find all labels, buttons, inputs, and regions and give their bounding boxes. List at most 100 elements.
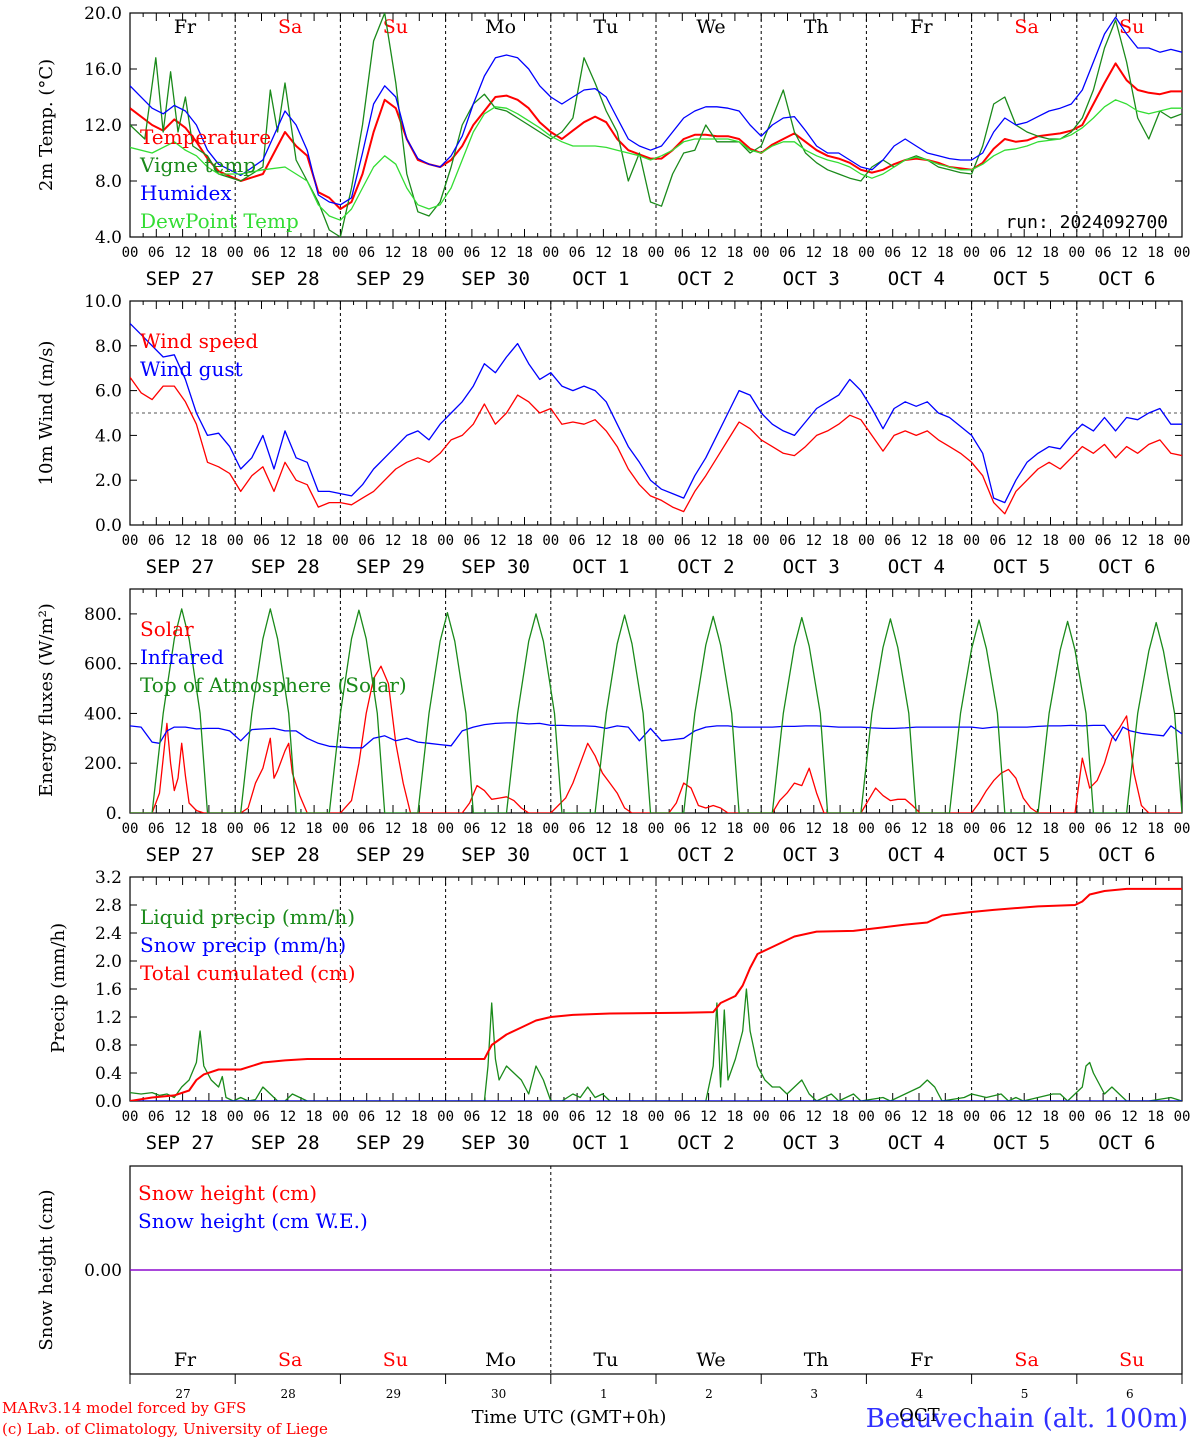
hour-tick-label: 06 bbox=[463, 821, 480, 837]
hour-tick-label: 06 bbox=[1095, 533, 1112, 549]
hour-tick-label: 00 bbox=[437, 245, 454, 261]
hour-tick-label: 06 bbox=[463, 245, 480, 261]
hour-tick-label: 12 bbox=[490, 533, 507, 549]
hour-tick-label: 00 bbox=[753, 245, 770, 261]
hour-tick-label: 12 bbox=[385, 533, 402, 549]
hour-tick-label: 00 bbox=[753, 1109, 770, 1125]
hour-tick-label: 12 bbox=[1016, 1109, 1033, 1125]
series-line-red bbox=[130, 62, 1182, 210]
day-number-label: 3 bbox=[810, 1387, 818, 1401]
y-tick-label: 8.0 bbox=[95, 172, 122, 192]
hour-tick-label: 18 bbox=[726, 245, 743, 261]
y-tick-label: 10.0 bbox=[84, 292, 122, 312]
hour-tick-label: 18 bbox=[516, 821, 533, 837]
hour-tick-label: 12 bbox=[805, 245, 822, 261]
hour-tick-label: 06 bbox=[779, 821, 796, 837]
hour-tick-label: 18 bbox=[832, 1109, 849, 1125]
hour-tick-label: 18 bbox=[1042, 533, 1059, 549]
hour-tick-label: 12 bbox=[490, 245, 507, 261]
hour-tick-label: 00 bbox=[227, 1109, 244, 1125]
y-tick-label: 4.0 bbox=[95, 228, 122, 248]
overlap-month-label: OCT bbox=[899, 1405, 940, 1426]
hour-tick-label: 06 bbox=[148, 533, 165, 549]
y-tick-label: 2.8 bbox=[95, 896, 122, 916]
hour-tick-label: 00 bbox=[1174, 821, 1191, 837]
date-label: OCT 5 bbox=[993, 1132, 1050, 1154]
hour-tick-label: 00 bbox=[437, 821, 454, 837]
hour-tick-label: 00 bbox=[542, 821, 559, 837]
hour-tick-label: 00 bbox=[437, 533, 454, 549]
hour-tick-label: 18 bbox=[832, 533, 849, 549]
hour-tick-label: 06 bbox=[989, 245, 1006, 261]
legend-entry: Wind gust bbox=[140, 357, 243, 381]
weekday-label: Th bbox=[804, 16, 829, 38]
date-label: OCT 2 bbox=[677, 1132, 734, 1154]
legend-entry: Infrared bbox=[140, 645, 224, 669]
hour-tick-label: 06 bbox=[358, 533, 375, 549]
hour-tick-label: 00 bbox=[1068, 821, 1085, 837]
hour-tick-label: 18 bbox=[937, 821, 954, 837]
hour-tick-label: 06 bbox=[779, 245, 796, 261]
hour-tick-label: 00 bbox=[227, 821, 244, 837]
date-label: SEP 30 bbox=[461, 844, 530, 866]
hour-tick-label: 12 bbox=[490, 1109, 507, 1125]
panel-precip-ylabel: Precip (mm/h) bbox=[48, 923, 69, 1053]
day-number-label: 30 bbox=[491, 1387, 506, 1401]
weekday-label: Mo bbox=[485, 16, 516, 38]
hour-tick-label: 18 bbox=[1147, 1109, 1164, 1125]
panel-wind-ylabel: 10m Wind (m/s) bbox=[36, 341, 57, 486]
hour-tick-label: 06 bbox=[463, 1109, 480, 1125]
hour-tick-label: 00 bbox=[227, 533, 244, 549]
hour-tick-label: 18 bbox=[1147, 245, 1164, 261]
hour-tick-label: 06 bbox=[148, 245, 165, 261]
y-tick-label: 20.0 bbox=[84, 4, 122, 24]
hour-tick-label: 00 bbox=[648, 533, 665, 549]
hour-tick-label: 12 bbox=[1121, 821, 1138, 837]
hour-tick-label: 12 bbox=[1016, 245, 1033, 261]
hour-tick-label: 00 bbox=[332, 1109, 349, 1125]
hour-tick-label: 18 bbox=[200, 821, 217, 837]
legend-entry: Temperature bbox=[140, 125, 271, 149]
panel-snow-ylabel: Snow height (cm) bbox=[36, 1189, 57, 1350]
date-label: OCT 5 bbox=[993, 844, 1050, 866]
hour-tick-label: 18 bbox=[516, 1109, 533, 1125]
hour-tick-label: 00 bbox=[858, 533, 875, 549]
plot-frame bbox=[129, 588, 1183, 814]
panel-temperature: 2m Temp. (°C) run: 2024092700 bbox=[36, 59, 1168, 233]
hour-tick-label: 18 bbox=[937, 533, 954, 549]
hour-tick-label: 00 bbox=[963, 1109, 980, 1125]
hour-tick-label: 00 bbox=[122, 1109, 139, 1125]
plot-precip: 0.0 0.4 0.8 1.2 1.6 2.0 2.4 2.8 3.2 00 06 12 18 SEP 2… bbox=[95, 868, 1190, 1154]
hour-tick-label: 12 bbox=[911, 1109, 928, 1125]
hour-tick-label: 00 bbox=[858, 245, 875, 261]
y-tick-label: 0.00 bbox=[84, 1261, 122, 1281]
hour-tick-label: 06 bbox=[569, 1109, 586, 1125]
series-line-green bbox=[130, 13, 1182, 237]
hour-tick-label: 12 bbox=[805, 821, 822, 837]
hour-tick-label: 18 bbox=[411, 821, 428, 837]
hour-tick-label: 00 bbox=[1068, 245, 1085, 261]
hour-tick-label: 06 bbox=[989, 1109, 1006, 1125]
run-annotation: run: 2024092700 bbox=[1005, 212, 1168, 233]
legend-entry: Vigne temp bbox=[139, 153, 256, 177]
weekday-label: We bbox=[696, 1349, 725, 1371]
model-credit: MARv3.14 model forced by GFS bbox=[2, 1399, 246, 1417]
y-tick-label: 3.2 bbox=[95, 868, 122, 888]
weekday-label: Th bbox=[804, 1349, 829, 1371]
y-tick-label: 12.0 bbox=[84, 116, 122, 136]
hour-tick-label: 06 bbox=[253, 245, 270, 261]
hour-tick-label: 12 bbox=[1016, 821, 1033, 837]
panel-energy: Energy fluxes (W/m²) bbox=[36, 603, 57, 797]
weekday-label: Su bbox=[1119, 1349, 1144, 1371]
hour-tick-label: 18 bbox=[411, 245, 428, 261]
y-tick-label: 400. bbox=[84, 704, 122, 724]
weekday-label: Fr bbox=[174, 16, 197, 38]
hour-tick-label: 00 bbox=[858, 821, 875, 837]
hour-tick-label: 12 bbox=[805, 1109, 822, 1125]
hour-tick-label: 00 bbox=[227, 245, 244, 261]
hour-tick-label: 18 bbox=[306, 1109, 323, 1125]
hour-tick-label: 18 bbox=[726, 821, 743, 837]
legend-entry: Top of Atmosphere (Solar) bbox=[140, 673, 407, 697]
hour-tick-label: 06 bbox=[779, 533, 796, 549]
date-label: SEP 30 bbox=[461, 1132, 530, 1154]
